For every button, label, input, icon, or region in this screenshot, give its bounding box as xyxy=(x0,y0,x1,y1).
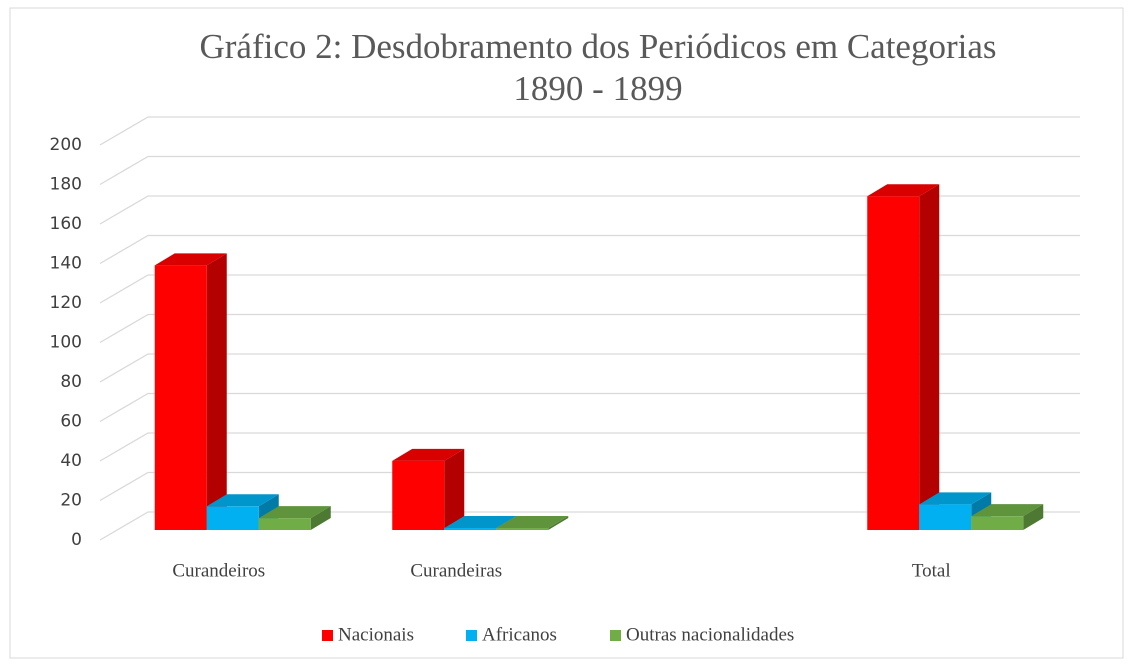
bar-side xyxy=(206,253,227,530)
bar-top xyxy=(258,506,331,519)
bar xyxy=(258,518,311,530)
y-tick-label: 60 xyxy=(60,412,82,432)
x-tick-label: Total xyxy=(912,560,951,581)
grid-line xyxy=(99,195,1080,225)
x-tick-label: Curandeiras xyxy=(410,560,502,581)
bar-side xyxy=(919,184,940,530)
y-tick-label: 0 xyxy=(71,530,82,550)
grid-line xyxy=(99,511,1080,541)
grid-line xyxy=(99,432,1080,462)
bar xyxy=(919,504,972,530)
bar-side xyxy=(444,448,465,530)
y-tick-label: 100 xyxy=(50,333,82,353)
bar-top xyxy=(444,516,517,529)
grid-line xyxy=(99,274,1080,304)
grid-line xyxy=(99,471,1080,502)
grid-line xyxy=(99,116,1080,146)
grid-line xyxy=(99,353,1080,383)
y-tick-label: 140 xyxy=(50,254,82,274)
x-tick-label: Curandeiros xyxy=(172,560,265,581)
legend-label: Africanos xyxy=(482,624,557,645)
grid-line xyxy=(99,234,1080,265)
bar xyxy=(444,528,497,530)
bar xyxy=(154,265,207,530)
grid-line xyxy=(99,392,1080,423)
y-tick-label: 40 xyxy=(60,451,82,471)
bar xyxy=(392,460,445,530)
y-tick-label: 160 xyxy=(50,214,82,234)
y-tick-label: 180 xyxy=(50,175,82,195)
chart-title: Gráfico 2: Desdobramento dos Periódicos … xyxy=(199,27,996,66)
bar-side xyxy=(548,516,569,530)
bar-top xyxy=(919,492,992,505)
chart-subtitle: 1890 - 1899 xyxy=(513,69,682,108)
bar-top xyxy=(392,448,465,461)
bar xyxy=(971,516,1024,530)
bar xyxy=(496,528,549,530)
legend-label: Outras nacionalidades xyxy=(626,624,794,645)
grid-line xyxy=(99,155,1080,186)
bar-top xyxy=(206,494,279,507)
legend-swatch xyxy=(610,630,621,641)
bar-top xyxy=(496,516,569,529)
y-tick-label: 20 xyxy=(60,491,82,511)
grid-line xyxy=(99,313,1080,344)
bar-top xyxy=(867,184,940,197)
legend-swatch xyxy=(322,630,333,641)
bar-side xyxy=(1023,504,1044,530)
legend-swatch xyxy=(466,630,477,641)
bar-side xyxy=(310,506,331,530)
bar-top xyxy=(154,253,227,266)
y-tick-label: 200 xyxy=(50,135,82,155)
y-tick-label: 80 xyxy=(60,372,82,392)
legend-label: Nacionais xyxy=(338,624,414,645)
y-tick-label: 120 xyxy=(50,293,82,313)
bar xyxy=(206,506,259,530)
bar-top xyxy=(971,504,1044,517)
bar xyxy=(867,196,920,530)
